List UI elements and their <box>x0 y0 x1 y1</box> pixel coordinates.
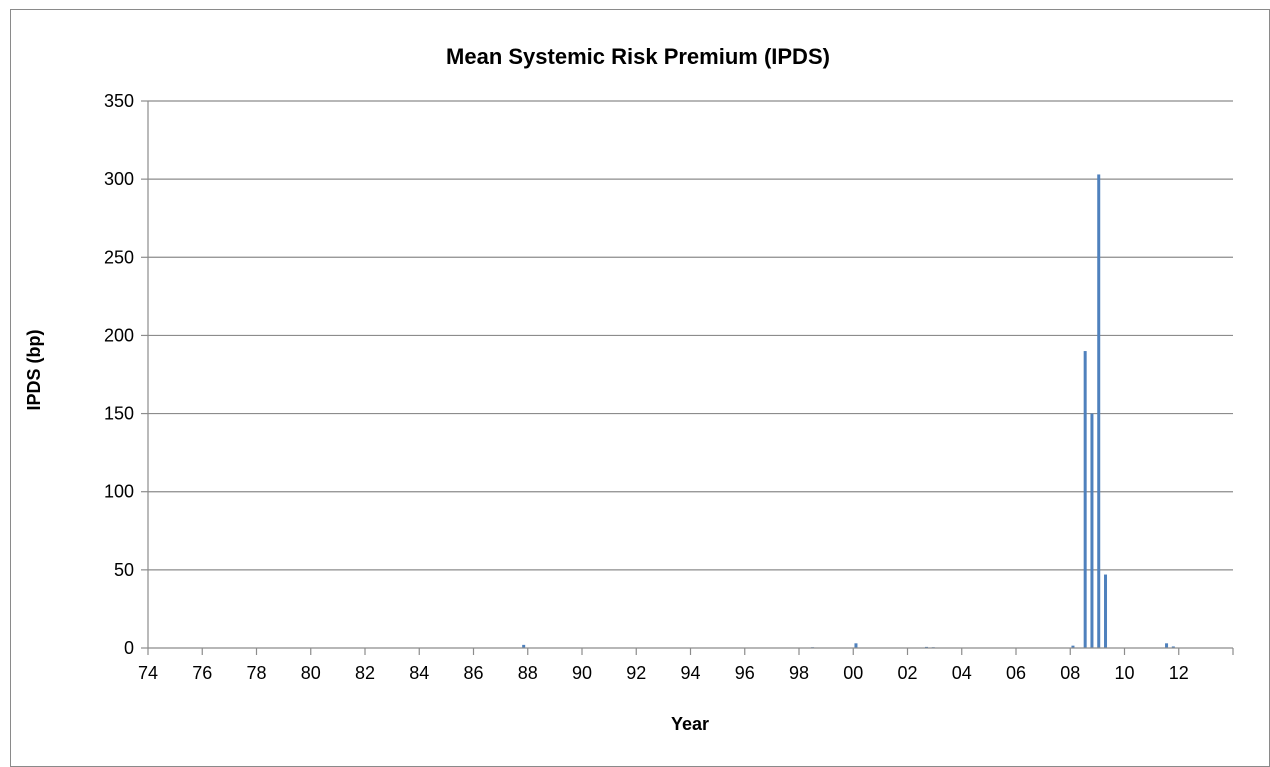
x-tick-label: 92 <box>626 663 646 683</box>
bar <box>522 644 526 648</box>
x-tick-label: 12 <box>1169 663 1189 683</box>
x-tick-labels: 74 76 78 80 82 84 86 88 90 92 94 96 98 00 02 04 06 08 10 12 <box>138 663 1189 683</box>
x-tick-label: 06 <box>1006 663 1026 683</box>
y-axis-title: IPDS (bp) <box>24 330 44 411</box>
bar <box>1090 413 1094 648</box>
bar <box>1097 174 1101 648</box>
bar <box>1071 645 1075 648</box>
x-tick-label: 88 <box>518 663 538 683</box>
bars <box>522 174 1175 648</box>
x-tick-label: 84 <box>409 663 429 683</box>
x-tick-label: 76 <box>192 663 212 683</box>
x-tick-label: 80 <box>301 663 321 683</box>
x-tick-label: 86 <box>463 663 483 683</box>
y-tick-label: 300 <box>104 169 134 189</box>
x-tick-label: 90 <box>572 663 592 683</box>
gridlines <box>148 100 1233 571</box>
x-tick-label: 94 <box>680 663 700 683</box>
bar <box>1083 351 1087 648</box>
y-tick-label: 250 <box>104 247 134 267</box>
x-tick-label: 74 <box>138 663 158 683</box>
bar <box>854 643 858 648</box>
y-tick-label: 150 <box>104 404 134 424</box>
y-tick-label: 0 <box>124 638 134 658</box>
x-axis-title: Year <box>671 714 709 734</box>
x-tick-label: 08 <box>1060 663 1080 683</box>
bar <box>1104 574 1108 648</box>
x-tick-label: 82 <box>355 663 375 683</box>
x-tick-label: 02 <box>897 663 917 683</box>
y-tick-label: 100 <box>104 482 134 502</box>
x-tick-label: 10 <box>1114 663 1134 683</box>
x-tick-label: 04 <box>952 663 972 683</box>
y-tick-label: 50 <box>114 560 134 580</box>
bar <box>1165 643 1169 648</box>
chart-frame <box>10 9 1270 767</box>
bar <box>1171 646 1175 648</box>
x-tick-label: 96 <box>735 663 755 683</box>
x-tick-label: 98 <box>789 663 809 683</box>
x-tick-label: 78 <box>246 663 266 683</box>
y-tick-label: 350 <box>104 91 134 111</box>
x-tick-label: 00 <box>843 663 863 683</box>
chart-title: Mean Systemic Risk Premium (IPDS) <box>446 44 830 69</box>
y-tick-label: 200 <box>104 325 134 345</box>
axes <box>141 100 1234 655</box>
y-tick-labels: 0 50 100 150 200 250 300 350 <box>104 91 134 658</box>
